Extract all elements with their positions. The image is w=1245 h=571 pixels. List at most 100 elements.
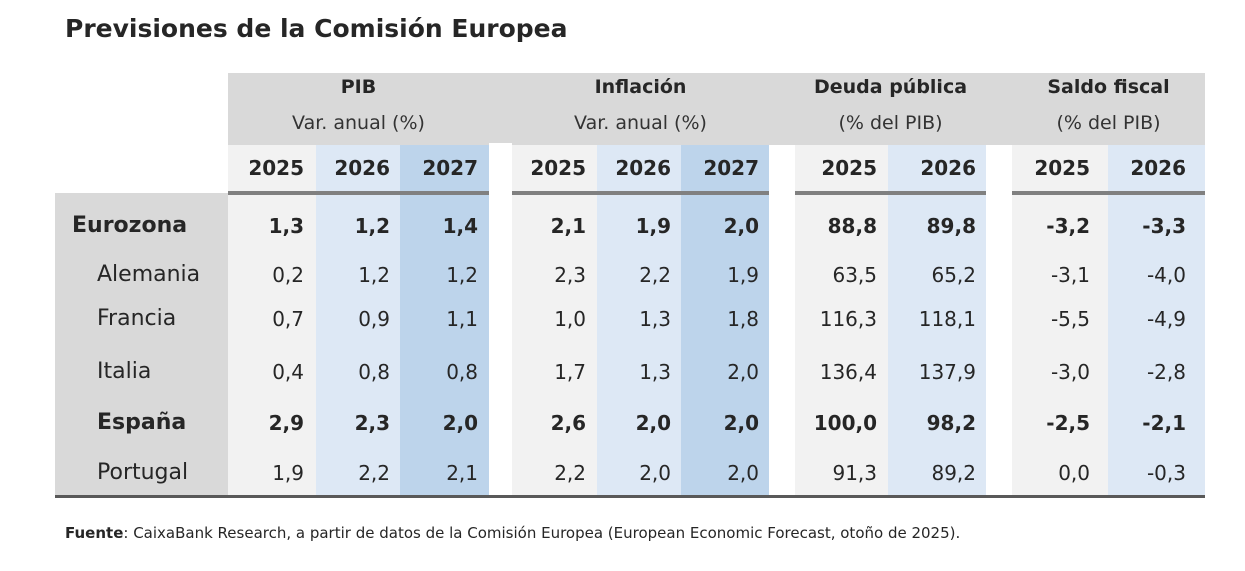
table-cell: 1,2 (358, 263, 390, 287)
table-cell: 0,8 (358, 360, 390, 384)
header-rule-inflacion (512, 191, 769, 195)
table-cell: -4,0 (1146, 263, 1186, 287)
header-band-pib (228, 73, 489, 145)
group-subtitle-pib: Var. anual (%) (292, 112, 425, 134)
table-cell: -5,5 (1050, 307, 1090, 331)
table-cell: 0,8 (446, 360, 478, 384)
group-title-saldo: Saldo fiscal (1047, 76, 1170, 98)
source-label: Fuente (65, 524, 124, 542)
table-cell: 1,2 (354, 214, 390, 238)
header-rule-deuda (795, 191, 986, 195)
table-title: Previsiones de la Comisión Europea (65, 14, 568, 43)
col-bg-inf-2027 (681, 145, 769, 496)
table-cell: 2,0 (723, 214, 759, 238)
table-cell: 88,8 (827, 214, 877, 238)
table-cell: 0,4 (272, 360, 304, 384)
header-band-deuda (769, 73, 1012, 145)
table-cell: 137,9 (918, 360, 976, 384)
group-subtitle-deuda: (% del PIB) (838, 112, 943, 134)
table-cell: 65,2 (931, 263, 976, 287)
table-cell: 2,0 (635, 411, 671, 435)
table-cell: 89,8 (926, 214, 976, 238)
table-cell: 136,4 (819, 360, 877, 384)
col-bg-deuda-2025 (795, 145, 888, 496)
year-header: 2026 (615, 156, 671, 180)
col-bg-saldo-2026 (1108, 145, 1205, 496)
table-cell: 2,2 (554, 461, 586, 485)
table-cell: -3,3 (1142, 214, 1186, 238)
col-bg-pib-2025 (228, 145, 316, 496)
source-note: Fuente: CaixaBank Research, a partir de … (65, 524, 960, 542)
table-cell: 100,0 (813, 411, 877, 435)
header-band-inflacion (512, 73, 769, 145)
header-band-gap (489, 73, 512, 143)
year-header: 2025 (1034, 156, 1090, 180)
year-header: 2025 (821, 156, 877, 180)
year-header: 2025 (530, 156, 586, 180)
table-cell: 2,3 (354, 411, 390, 435)
table-cell: 2,2 (358, 461, 390, 485)
col-bg-inf-2025 (512, 145, 597, 496)
header-rule-saldo (1012, 191, 1205, 195)
table-cell: -4,9 (1146, 307, 1186, 331)
year-header: 2025 (248, 156, 304, 180)
table-cell: -3,2 (1046, 214, 1090, 238)
table-cell: 0,7 (272, 307, 304, 331)
table-cell: 118,1 (918, 307, 976, 331)
table-cell: -2,1 (1142, 411, 1186, 435)
table-cell: 2,9 (268, 411, 304, 435)
year-header: 2026 (1130, 156, 1186, 180)
group-title-deuda: Deuda pública (813, 76, 968, 98)
table-cell: 1,1 (446, 307, 478, 331)
row-label: Italia (97, 359, 152, 384)
table-bottom-rule (55, 495, 1205, 498)
table-cell: 1,9 (272, 461, 304, 485)
table-cell: -3,1 (1050, 263, 1090, 287)
table-cell: -3,0 (1050, 360, 1090, 384)
row-label: Alemania (97, 262, 201, 287)
table-cell: -2,8 (1146, 360, 1186, 384)
col-bg-deuda-2026 (888, 145, 986, 496)
table-cell: 0,2 (272, 263, 304, 287)
group-subtitle-inflacion: Var. anual (%) (574, 112, 707, 134)
source-text: : CaixaBank Research, a partir de datos … (123, 524, 961, 542)
group-title-pib: PIB (340, 76, 377, 98)
table-cell: 1,9 (635, 214, 671, 238)
table-cell: 2,0 (727, 360, 759, 384)
table-cell: 1,8 (727, 307, 759, 331)
row-label: Eurozona (72, 213, 188, 238)
row-label: Francia (97, 306, 177, 331)
table-cell: -2,5 (1046, 411, 1090, 435)
table-cell: 2,2 (639, 263, 671, 287)
group-title-inflacion: Inflación (594, 76, 687, 98)
col-bg-saldo-2025 (1012, 145, 1108, 496)
table-cell: 1,2 (446, 263, 478, 287)
table-cell: 1,7 (554, 360, 586, 384)
table-cell: 2,0 (723, 411, 759, 435)
table-cell: 91,3 (832, 461, 877, 485)
table-cell: 2,1 (550, 214, 586, 238)
table-cell: 2,3 (554, 263, 586, 287)
row-label: Portugal (97, 460, 189, 485)
table-cell: 63,5 (832, 263, 877, 287)
header-rule-pib (228, 191, 489, 195)
table-cell: 1,0 (554, 307, 586, 331)
table-cell: -0,3 (1146, 461, 1186, 485)
table-cell: 1,3 (268, 214, 304, 238)
header-band-saldo (1012, 73, 1205, 145)
table-cell: 116,3 (819, 307, 877, 331)
table-cell: 1,3 (639, 360, 671, 384)
table-cell: 2,0 (727, 461, 759, 485)
col-bg-inf-2026 (597, 145, 681, 496)
table-cell: 2,6 (550, 411, 586, 435)
col-bg-pib-2026 (316, 145, 400, 496)
row-label: España (97, 410, 187, 435)
table-cell: 1,4 (442, 214, 478, 238)
year-header: 2027 (703, 156, 759, 180)
table-cell: 2,0 (442, 411, 478, 435)
col-bg-pib-2027 (400, 145, 489, 496)
year-header: 2027 (422, 156, 478, 180)
table-cell: 2,0 (639, 461, 671, 485)
row-label-column (55, 193, 228, 496)
year-header: 2026 (920, 156, 976, 180)
